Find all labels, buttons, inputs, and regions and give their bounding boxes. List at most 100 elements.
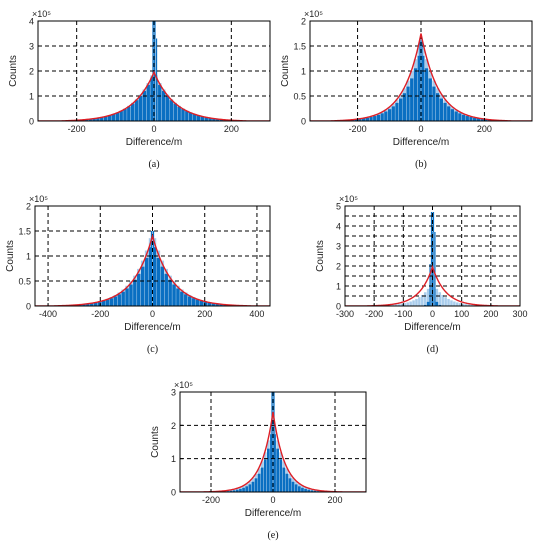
y-exponent-label: ×10⁵ [32,9,51,19]
x-tick-label: 100 [454,309,469,319]
histogram-bar [180,291,184,306]
histogram-bar [134,100,139,121]
histogram-bar [251,481,255,492]
x-tick-label: 200 [483,309,498,319]
histogram-bar [423,304,427,306]
histogram-bar-light [409,301,412,306]
plot-area [345,206,520,306]
x-tick-label: -200 [349,124,367,134]
histogram-bar [115,112,119,121]
histogram-bar [242,487,245,492]
histogram-bar [294,484,298,492]
histogram-bar [137,273,141,306]
histogram-bar [216,118,220,121]
histogram-bar [199,300,204,306]
x-tick-label: 400 [249,309,264,319]
histogram-bar [435,301,439,306]
y-exponent-label: ×10⁵ [304,9,323,19]
histogram-bar [107,115,112,121]
histogram-bar [298,486,301,492]
histogram-bar-light [441,294,444,306]
histogram-bar [362,118,366,121]
histogram-bar [413,68,418,121]
histogram-bar [236,489,239,492]
x-tick-label: -200 [68,124,86,134]
histogram-bar [212,118,216,121]
histogram-bar [307,489,310,492]
histogram-bar [129,284,133,306]
y-axis-label: Counts [280,55,291,87]
x-tick-label: 200 [197,309,212,319]
histogram-bar [215,303,219,306]
y-tick-label: 2 [301,17,306,27]
histogram-bar [428,78,432,121]
x-tick-label: -400 [39,309,57,319]
histogram-bar-light [415,298,418,306]
histogram-bar [438,304,442,306]
histogram-bar [469,117,473,121]
histogram-bar [101,300,106,306]
y-tick-label: 0.5 [293,92,306,102]
histogram-bar [313,490,317,492]
chart-panel-5: 0 1 2 3 -200 0 200 ×10⁵ Difference/m Counts (e) [150,380,367,541]
histogram-bar-light [435,288,439,306]
histogram-bar [473,117,477,121]
histogram-bar [78,304,82,306]
histogram-bar [439,98,443,121]
histogram-bar-light [458,303,462,306]
histogram-bar [454,111,458,121]
histogram-bar [168,279,172,306]
histogram-bar [395,102,399,121]
y-tick-label: 0.5 [18,277,31,287]
histogram-bar [200,116,205,121]
y-tick-label: 1 [336,282,341,292]
histogram-bar [121,291,125,306]
x-axis-label: Difference/m [404,322,461,333]
histogram-bar [376,114,381,121]
histogram-bar [97,301,102,306]
histogram-bar [165,95,170,121]
histogram-bar [417,55,421,121]
histogram-bar [185,111,189,121]
x-tick-label: 0 [418,124,423,134]
histogram-bar [229,490,233,492]
histogram-bar [150,77,154,121]
histogram-bar [123,109,127,121]
histogram-bar-light [438,292,442,306]
histogram-bar [358,118,362,121]
histogram-bar [125,288,129,306]
y-tick-label: 0 [29,117,34,127]
histogram-bar [144,257,149,306]
x-tick-label: -200 [365,309,383,319]
histogram-bar [291,481,295,492]
histogram-bar [369,117,373,121]
plot-area [310,21,532,121]
histogram-bar-light [467,304,471,306]
y-tick-label: 4 [29,17,34,27]
histogram-bar [219,304,223,306]
histogram-bar [164,273,168,306]
histogram-bar [248,484,252,492]
y-exponent-label: ×10⁵ [29,194,48,204]
histogram-bar [421,55,425,121]
x-tick-label: -300 [336,309,354,319]
y-axis-label: Counts [5,240,16,272]
histogram-bar-light [423,292,427,306]
histogram-bar [282,467,286,492]
histogram-bar [402,93,406,121]
y-tick-label: 1 [171,454,176,464]
y-tick-label: 3 [29,42,34,52]
histogram-bar [173,103,177,121]
histogram-bar-light [391,304,395,306]
y-tick-label: 0 [26,302,31,312]
histogram-bar [160,266,165,306]
histogram-bar [384,111,388,121]
histogram-bar [254,478,258,492]
histogram-bar [181,109,185,121]
y-tick-label: 1 [26,252,31,262]
histogram-bar [263,459,267,492]
histogram-bar [187,296,192,306]
histogram-bar-light [406,302,409,306]
histogram-bar [480,118,484,121]
histogram-bar [207,302,212,306]
